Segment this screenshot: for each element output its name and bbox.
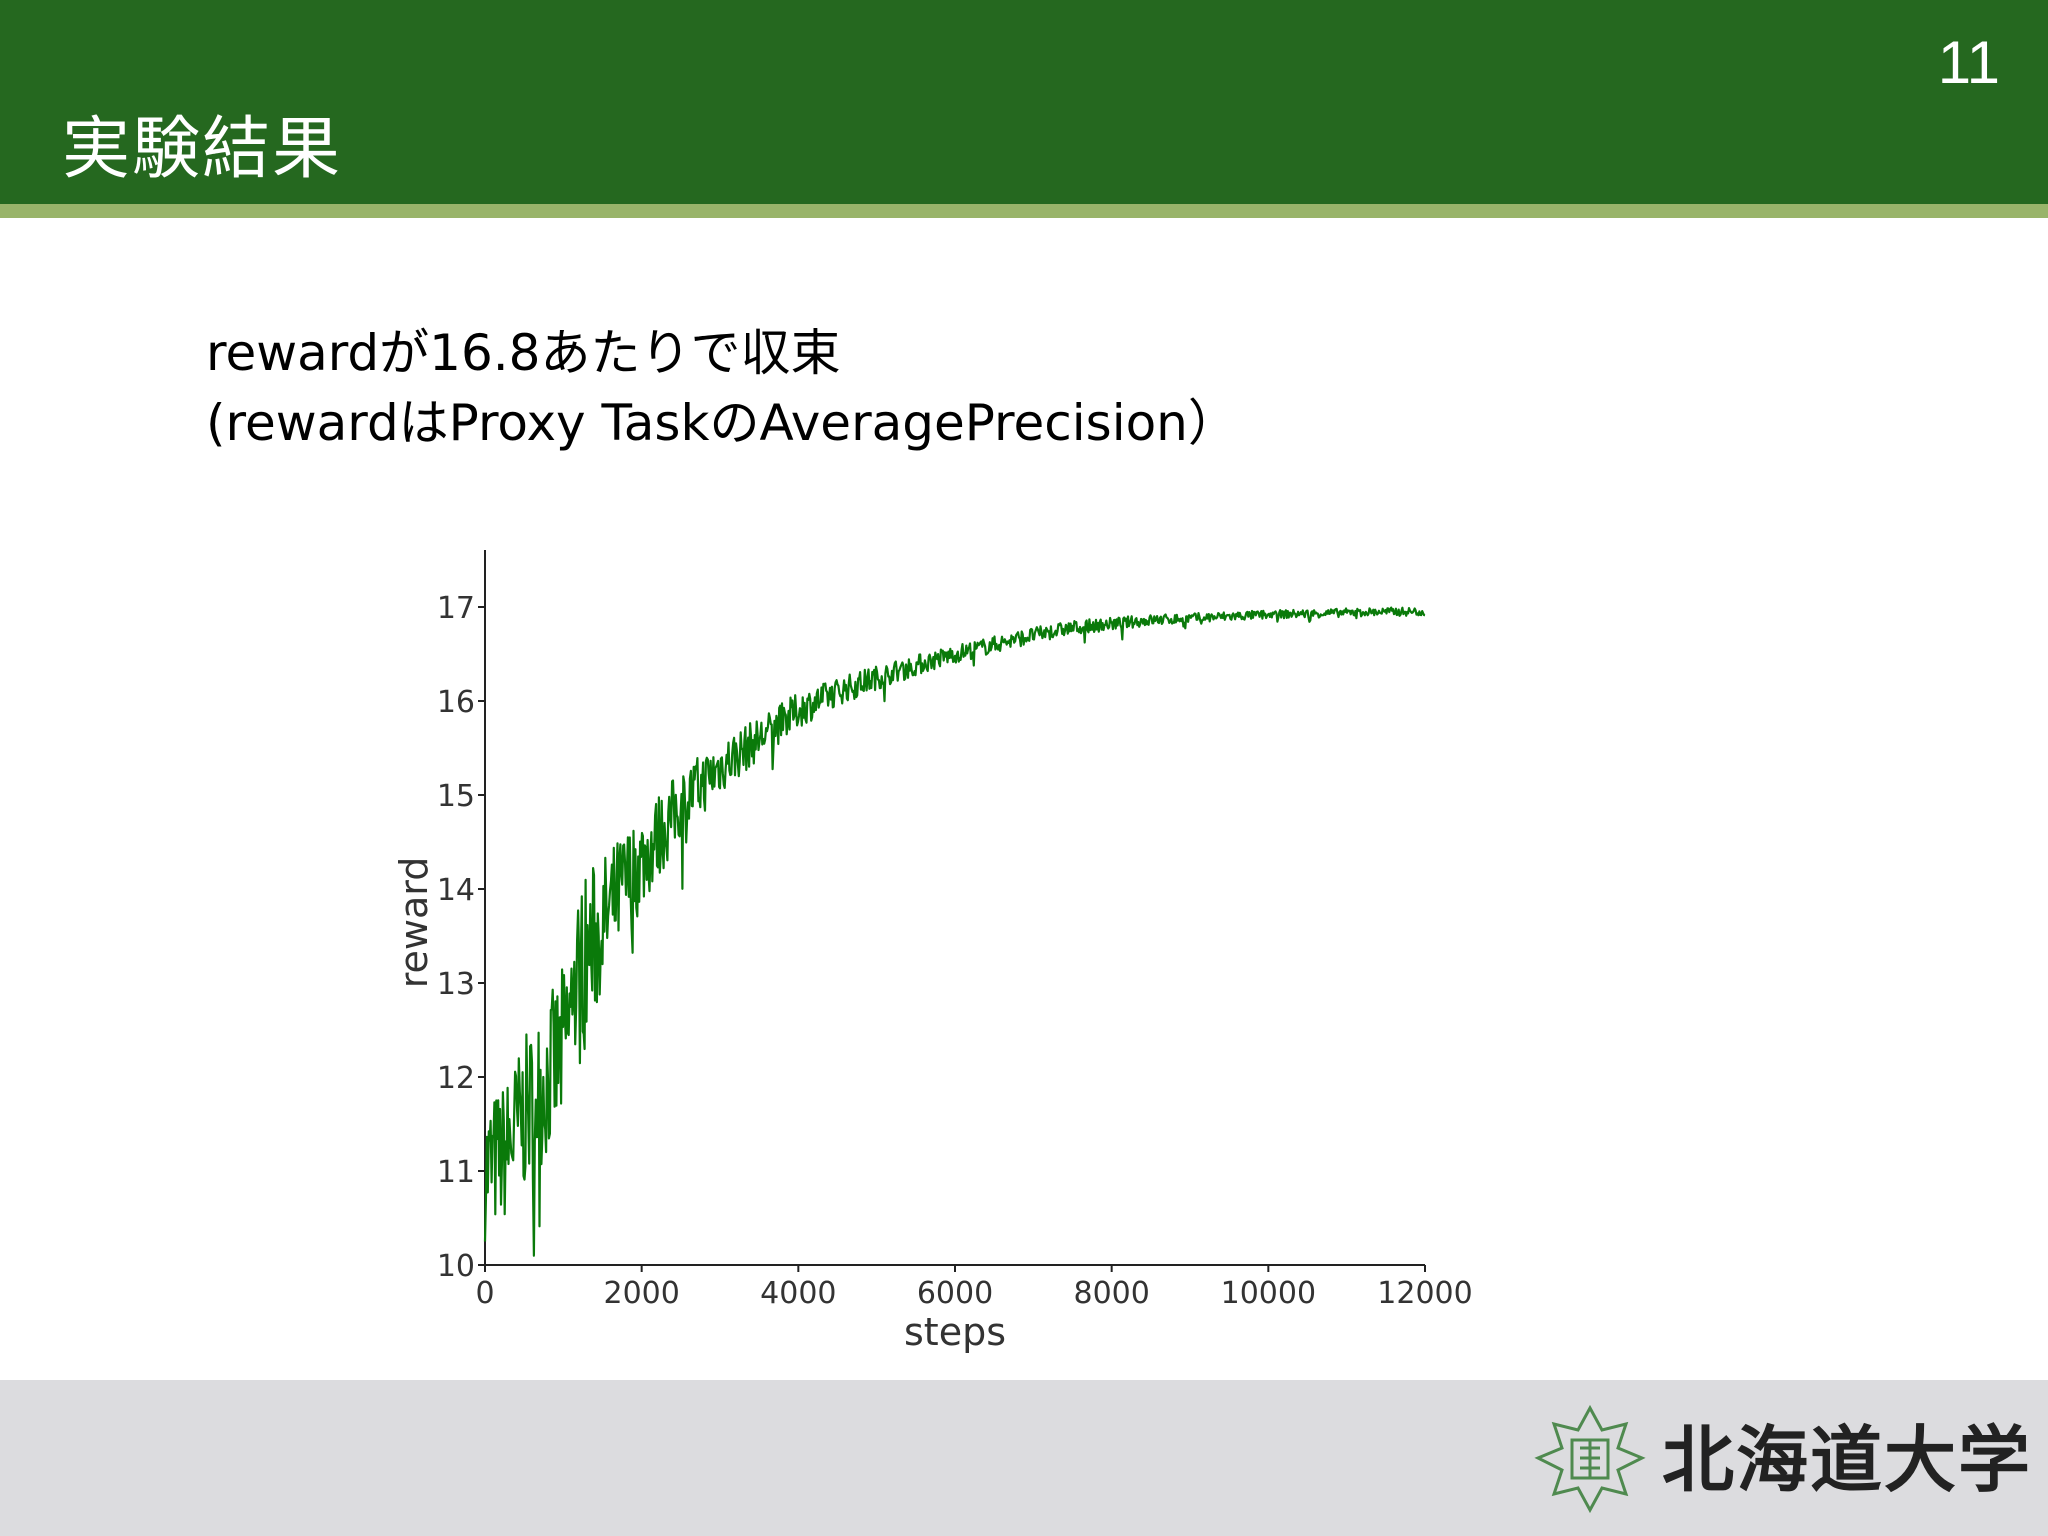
- y-axis-label: reward: [392, 857, 436, 989]
- y-tick-label: 12: [437, 1061, 475, 1096]
- slide-body: rewardが16.8あたりで収束 (rewardはProxy TaskのAve…: [206, 318, 1238, 458]
- x-axis-label: steps: [904, 1310, 1006, 1354]
- slide-header: [0, 0, 2048, 204]
- page-number: 11: [1937, 29, 2000, 96]
- x-tick-label: 12000: [1377, 1276, 1472, 1311]
- reward-series-line: [483, 606, 1426, 1257]
- university-emblem-icon: [1530, 1400, 1650, 1518]
- slide-title: 実験結果: [62, 110, 343, 189]
- slide-footer: [0, 1380, 2048, 1536]
- x-tick-label: 0: [475, 1276, 494, 1311]
- chart-svg: 10 11 12 13 14 15 16 17 0 2000 4000 6000 8000 10000 12…: [392, 550, 1473, 1354]
- body-line-2: (rewardはProxy TaskのAveragePrecision）: [206, 394, 1238, 452]
- body-line-1: rewardが16.8あたりで収束: [206, 324, 841, 382]
- y-tick-label: 17: [437, 591, 475, 626]
- y-tick-label: 16: [437, 685, 475, 720]
- y-tick-label: 14: [437, 873, 475, 908]
- y-tick-label: 10: [437, 1249, 475, 1284]
- x-tick-label: 8000: [1073, 1276, 1149, 1311]
- x-tick-label: 4000: [760, 1276, 836, 1311]
- y-tick-label: 11: [437, 1155, 475, 1190]
- header-accent-stripe: [0, 204, 2048, 218]
- y-tick-label: 13: [437, 967, 475, 1002]
- university-logo-text: 北海道大学: [1662, 1417, 2033, 1502]
- x-tick-label: 10000: [1221, 1276, 1316, 1311]
- reward-chart: 10 11 12 13 14 15 16 17 0 2000 4000 6000 8000 10000 12…: [360, 540, 1510, 1360]
- x-tick-label: 6000: [917, 1276, 993, 1311]
- y-tick-label: 15: [437, 779, 475, 814]
- x-tick-label: 2000: [603, 1276, 679, 1311]
